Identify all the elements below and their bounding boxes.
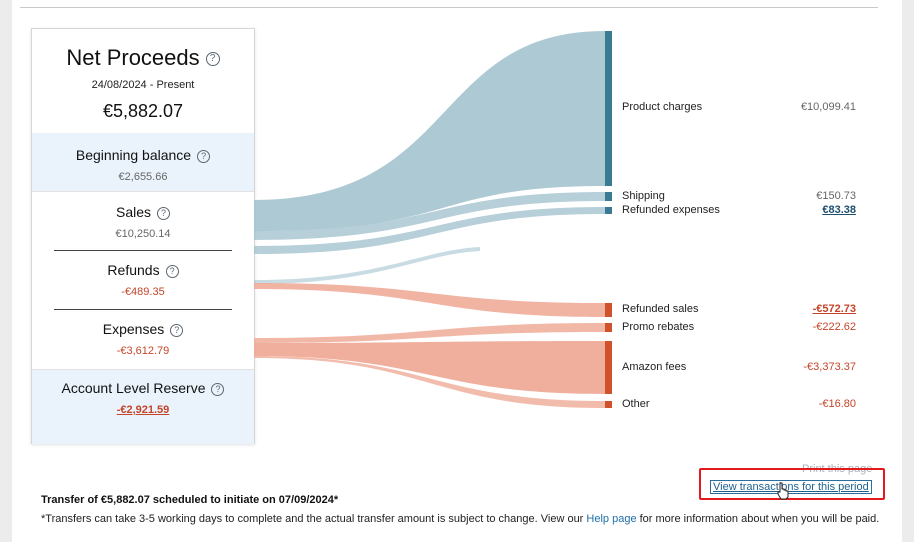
help-page-link[interactable]: Help page [586,513,637,525]
bar-amazon-fees [605,341,612,394]
flow-amazon-fees [254,341,605,394]
flow-other [254,356,605,408]
breakdown-value-other: -€16.80 [818,398,856,410]
bar-refunded-sales [605,303,612,317]
node-bars [605,31,612,408]
breakdown-label-product-charges: Product charges [622,101,703,113]
breakdown-value-amazon-fees: -€3,373.37 [803,361,856,373]
help-icon[interactable]: ? [211,382,225,396]
transfer-note: *Transfers can take 3-5 working days to … [41,513,880,525]
sales-section: Sales? €10,250.14 [32,191,254,252]
card-title: Net Proceeds? [32,45,254,71]
help-icon[interactable]: ? [157,206,171,220]
hand-cursor-icon [777,482,789,500]
bar-refunded-expenses [605,207,612,214]
bar-promo-rebates [605,323,612,332]
breakdown-value-refunded-sales[interactable]: -€572.73 [812,303,856,315]
flow-shipping [254,192,605,240]
expenses-section: Expenses? -€3,612.79 [32,310,254,368]
account-level-reserve-value[interactable]: -€2,921.59 [116,404,170,416]
flow-refund-return [254,247,480,284]
transfer-headline: Transfer of €5,882.07 scheduled to initi… [41,494,339,506]
flow-promo-rebates [254,323,605,343]
breakdown-label-refunded-expenses: Refunded expenses [622,204,720,216]
breakdown-label-amazon-fees: Amazon fees [622,361,687,373]
expenses-value: -€3,612.79 [116,345,170,357]
breakdown-value-product-charges: €10,099.41 [800,101,856,113]
breakdown-value-refunded-expenses[interactable]: €83.38 [822,204,856,216]
top-divider [20,7,878,8]
expenses-label: Expenses? [32,321,254,337]
help-icon[interactable]: ? [170,323,184,337]
beginning-balance-section: Beginning balance? €2,655.66 [32,133,254,191]
beginning-balance-value: €2,655.66 [118,171,168,183]
bar-other [605,401,612,408]
beginning-balance-label: Beginning balance? [32,147,254,163]
bar-product-charges [605,31,612,186]
net-proceeds-card: Net Proceeds? 24/08/2024 - Present €5,88… [31,28,255,444]
highlight-box [699,468,885,500]
card-title-text: Net Proceeds [66,45,200,70]
refunds-section: Refunds? -€489.35 [32,251,254,309]
bar-shipping [605,192,612,201]
net-proceeds-total: €5,882.07 [102,101,184,121]
breakdown-value-promo-rebates: -€222.62 [812,321,856,333]
view-transactions-link[interactable]: View transactions for this period [710,480,872,494]
breakdown-value-shipping: €150.73 [816,190,856,202]
breakdown-label-shipping: Shipping [622,190,665,202]
account-level-reserve-label: Account Level Reserve? [32,380,254,396]
refunds-value: -€489.35 [121,286,165,298]
sales-label: Sales? [32,204,254,220]
section-divider [54,309,232,310]
flow-refunded-sales [254,283,605,317]
section-divider [54,250,232,251]
account-level-reserve-section: Account Level Reserve? -€2,921.59 [32,369,254,444]
positive-flows [254,31,605,284]
help-icon[interactable]: ? [205,52,220,67]
help-icon[interactable]: ? [197,149,211,163]
period-range: 24/08/2024 - Present [91,79,195,91]
negative-flows [254,283,605,408]
breakdown-label-promo-rebates: Promo rebates [622,321,695,333]
help-icon[interactable]: ? [165,264,179,278]
flow-refunded-expenses [254,207,605,254]
sales-value: €10,250.14 [115,228,171,240]
flow-product-charges [254,31,605,231]
card-header: Net Proceeds? 24/08/2024 - Present €5,88… [32,29,254,133]
refunds-label: Refunds? [32,262,254,278]
breakdown-label-other: Other [622,398,650,410]
breakdown-label-refunded-sales: Refunded sales [622,303,699,315]
